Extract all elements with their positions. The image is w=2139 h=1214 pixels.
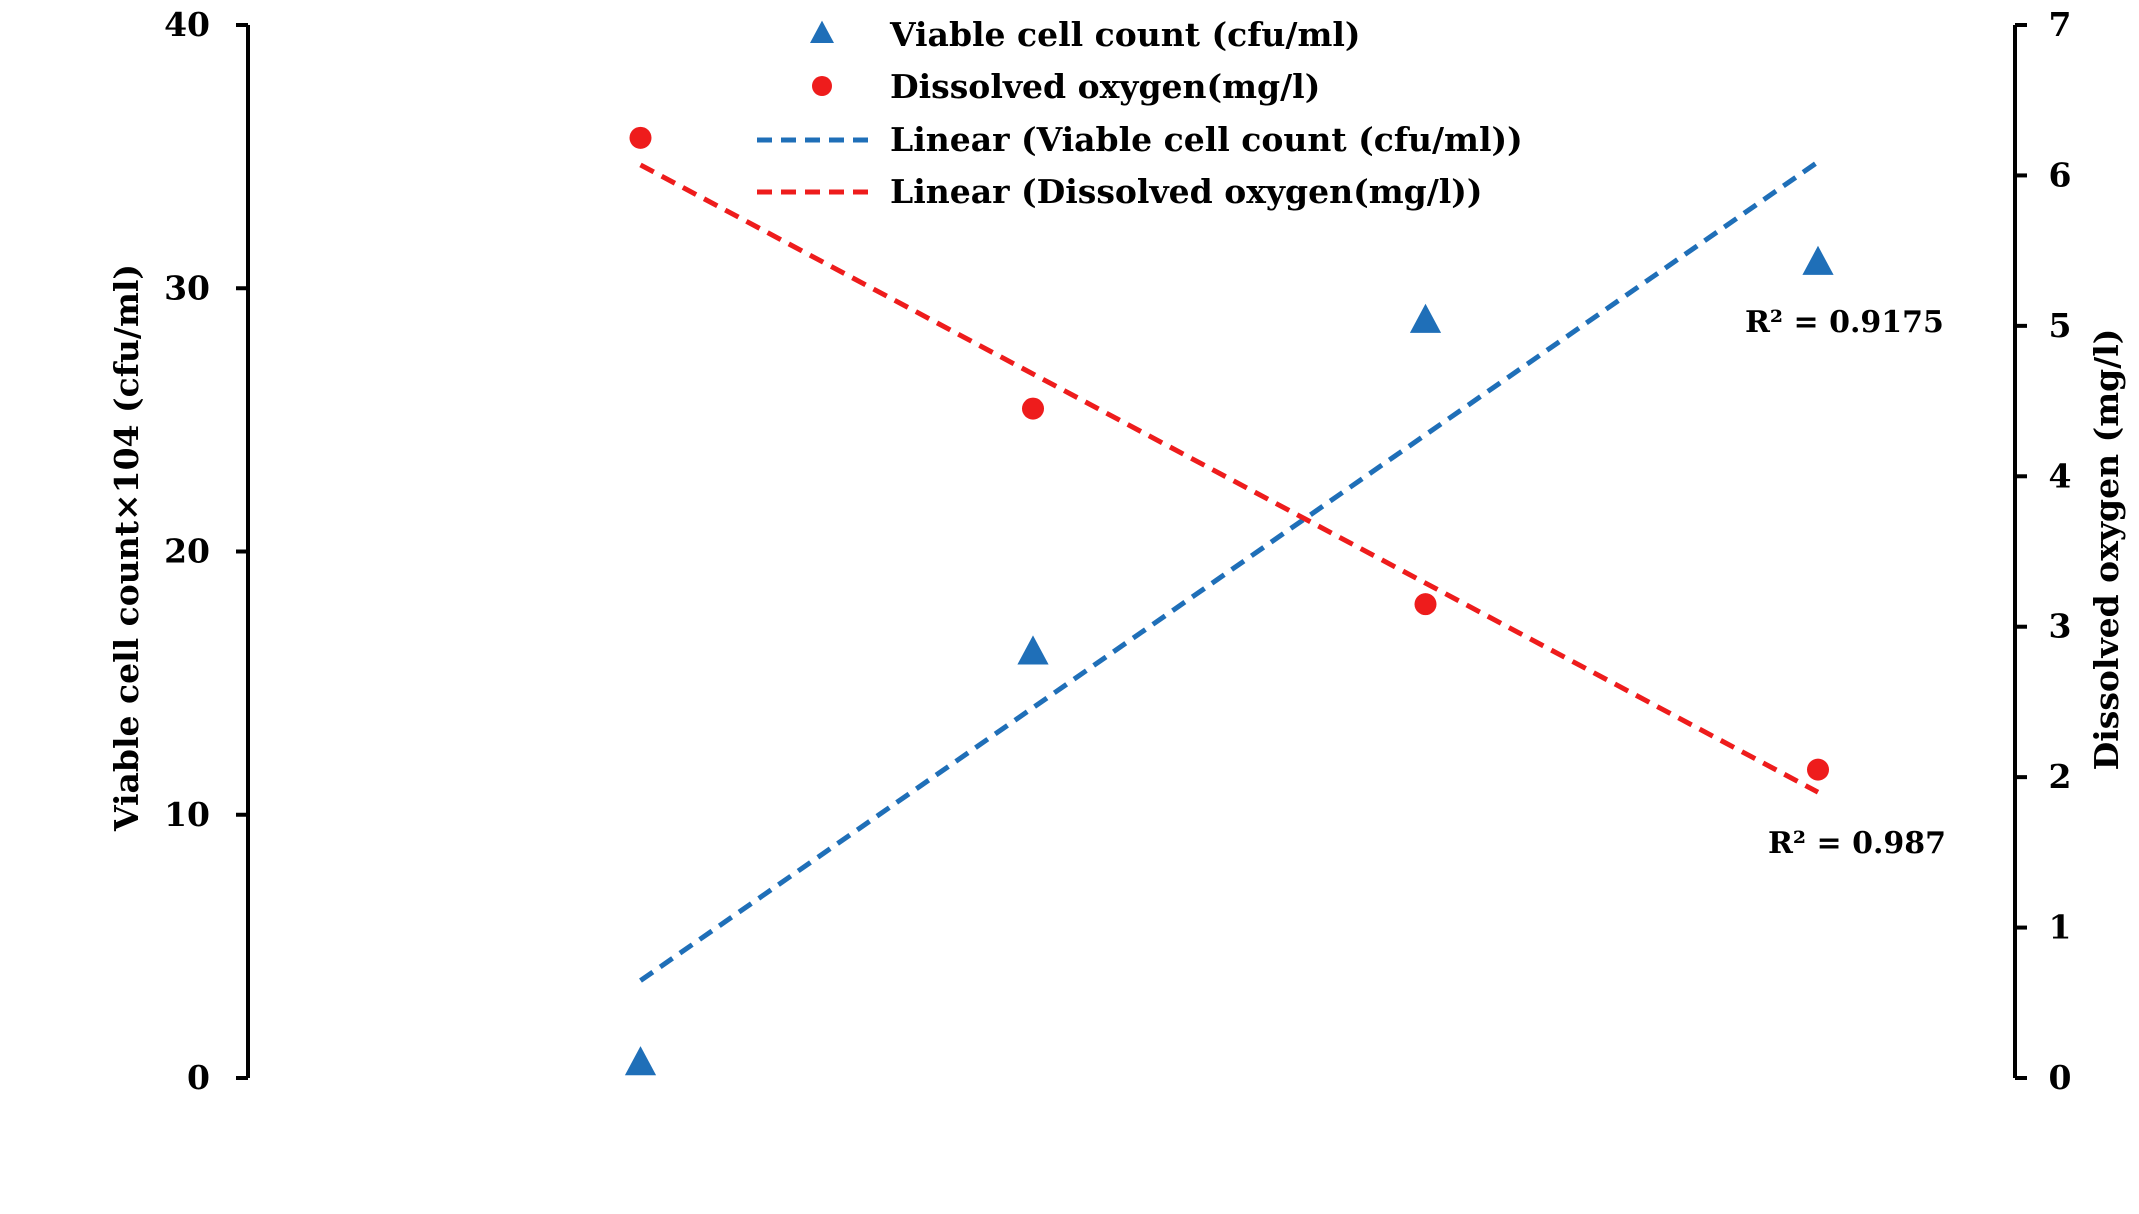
right-tick-label: 0 (2049, 1058, 2072, 1097)
right-tick-label: 3 (2049, 607, 2072, 646)
right-y-axis: 0 1 2 3 4 5 6 7 Dissolved oxygen (mg/l) (2013, 5, 2126, 1097)
trendline-dissolved-oxygen (639, 162, 1820, 795)
legend-label: Linear (Dissolved oxygen(mg/l)) (890, 172, 1483, 211)
right-tick-label: 4 (2049, 456, 2072, 495)
left-y-axis: 0 10 20 30 40 Viable cell count×104 (cfu/ml) (107, 5, 250, 1097)
left-tick-label: 40 (164, 5, 210, 44)
left-axis-title: Viable cell count×104 (cfu/ml) (107, 264, 146, 832)
right-tick-label: 2 (2049, 757, 2072, 796)
left-tick-label: 30 (164, 268, 210, 307)
trendlines (639, 159, 1820, 983)
dissolved-oxygen-point (1414, 593, 1437, 616)
left-tick-label: 20 (164, 532, 210, 571)
dissolved-oxygen-point (1022, 397, 1044, 420)
viable-cell-count-point (1409, 303, 1442, 333)
data-points (624, 126, 1834, 1076)
right-axis-title: Dissolved oxygen (mg/l) (2087, 329, 2126, 771)
r2-label-viable-cell-count: R² = 0.9175 (1745, 305, 1944, 340)
legend-label: Linear (Viable cell count (cfu/ml)) (890, 120, 1523, 159)
legend-label: Viable cell count (cfu/ml) (889, 15, 1361, 54)
dissolved-oxygen-point (629, 126, 652, 149)
legend-circle-marker (812, 76, 832, 96)
right-tick-label: 1 (2049, 908, 2072, 947)
annotations: R² = 0.9175 R² = 0.987 (1745, 305, 1946, 861)
viable-cell-count-point (1017, 635, 1049, 665)
viable-cell-count-point (1802, 245, 1834, 275)
trendline-viable-cell-count (639, 159, 1820, 983)
legend-triangle-marker (810, 20, 834, 43)
r2-label-dissolved-oxygen: R² = 0.987 (1768, 826, 1946, 861)
right-tick-label: 7 (2049, 5, 2072, 44)
viable-cell-count-point (624, 1046, 657, 1076)
legend-label: Dissolved oxygen(mg/l) (890, 67, 1320, 106)
right-tick-label: 5 (2049, 306, 2072, 345)
right-tick-label: 6 (2049, 155, 2072, 194)
dissolved-oxygen-point (1807, 758, 1829, 781)
left-tick-label: 0 (187, 1058, 210, 1097)
left-tick-label: 10 (164, 795, 210, 834)
legend: Viable cell count (cfu/ml) Dissolved oxyg… (757, 15, 1523, 211)
